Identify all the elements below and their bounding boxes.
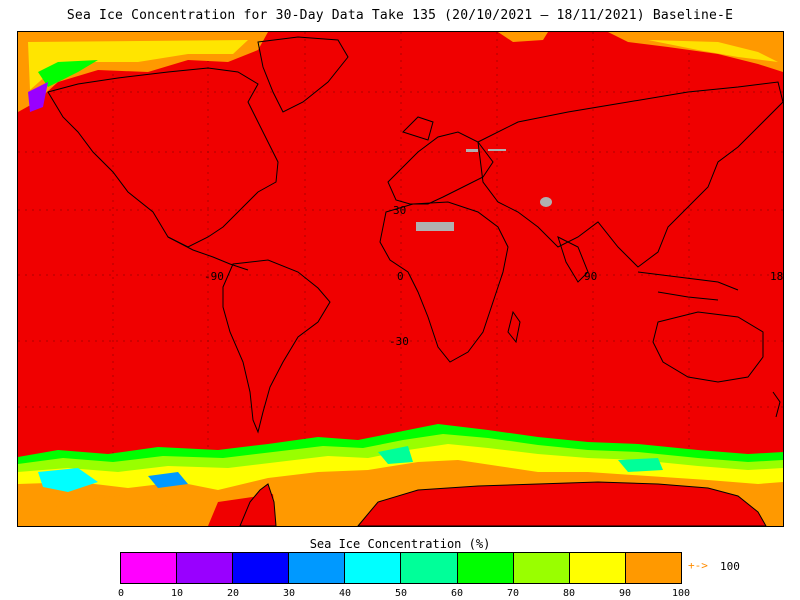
colorbar-tick-label: 40 bbox=[338, 588, 352, 599]
colorbar-swatch bbox=[513, 553, 570, 583]
colorbar-swatch bbox=[121, 553, 178, 583]
coastlines bbox=[47, 36, 783, 434]
colorbar-tick-label: 100 bbox=[671, 588, 691, 599]
colorbar-swatch bbox=[233, 553, 290, 583]
colorbar-swatch bbox=[177, 553, 234, 583]
graticule bbox=[18, 32, 783, 526]
colorbar-swatch bbox=[625, 553, 681, 583]
colorbar bbox=[120, 552, 682, 584]
colorbar-swatch bbox=[345, 553, 402, 583]
colorbar-tick-label: 0 bbox=[117, 588, 125, 599]
colorbar-tick-label: 90 bbox=[618, 588, 632, 599]
colorbar-tick-label: 60 bbox=[450, 588, 464, 599]
colorbar-tick-label: 20 bbox=[226, 588, 240, 599]
lon-label-90w: -90 bbox=[204, 270, 224, 283]
map-title: Sea Ice Concentration for 30-Day Data Ta… bbox=[66, 8, 734, 23]
colorbar-swatch bbox=[457, 553, 514, 583]
map-svg bbox=[18, 32, 783, 526]
sea-ice-map: 30 0 -30 -90 90 180 bbox=[17, 31, 784, 527]
lon-label-180: 180 bbox=[770, 270, 784, 283]
colorbar-overflow-value: 100 bbox=[720, 560, 740, 573]
lon-label-90e: 90 bbox=[584, 270, 598, 283]
colorbar-swatch bbox=[569, 553, 626, 583]
colorbar-swatch bbox=[289, 553, 346, 583]
colorbar-overflow-arrow: +-> bbox=[688, 559, 708, 572]
colorbar-tick-label: 30 bbox=[282, 588, 296, 599]
colorbar-tick-label: 80 bbox=[562, 588, 576, 599]
lat-label-0: 0 bbox=[397, 270, 404, 283]
colorbar-title: Sea Ice Concentration (%) bbox=[309, 537, 491, 551]
colorbar-swatch bbox=[401, 553, 458, 583]
antarctic-ice bbox=[18, 424, 783, 526]
no-data-patches bbox=[416, 149, 552, 231]
lat-label-30s: -30 bbox=[389, 335, 409, 348]
lat-label-30n: 30 bbox=[393, 204, 407, 217]
colorbar-tick-label: 10 bbox=[170, 588, 184, 599]
arctic-ice bbox=[18, 32, 783, 112]
colorbar-tick-label: 70 bbox=[506, 588, 520, 599]
colorbar-tick-label: 50 bbox=[394, 588, 408, 599]
